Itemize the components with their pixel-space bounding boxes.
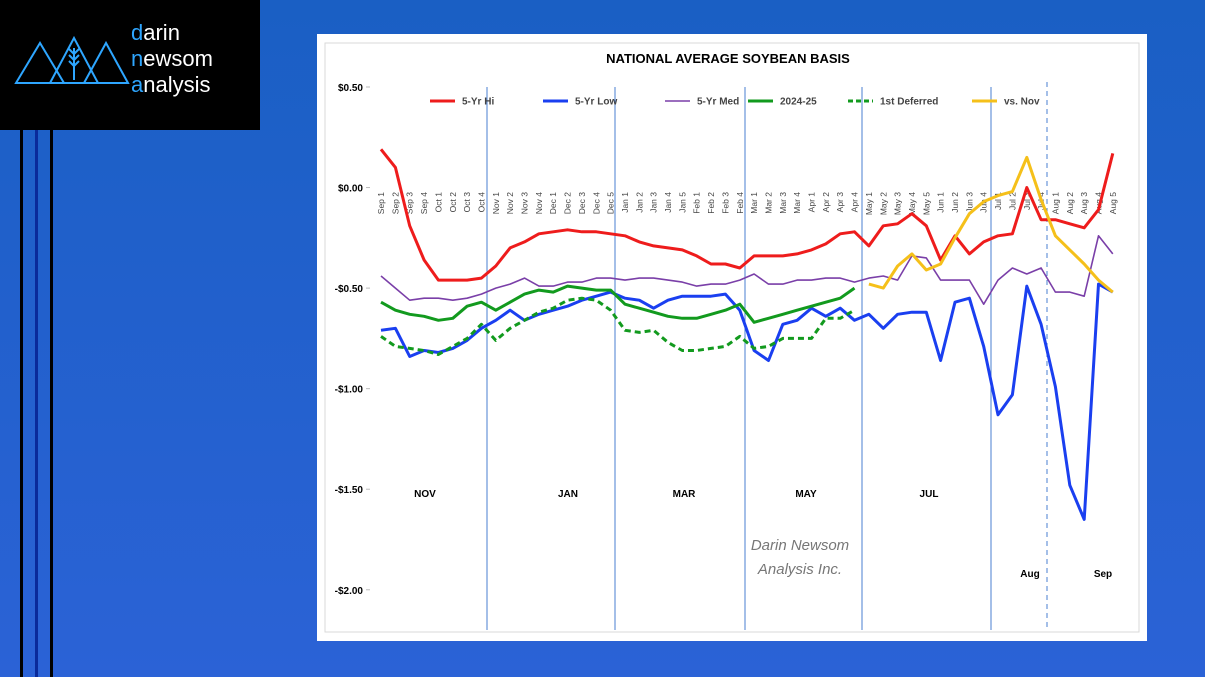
period-label: MAY — [795, 489, 817, 500]
deco-bar — [50, 130, 53, 677]
period-label: Sep — [1094, 569, 1112, 580]
series-line — [380, 282, 1114, 521]
x-tick-label: Jun 1 — [936, 192, 946, 213]
x-tick-label: May 3 — [893, 192, 903, 215]
legend-label: 5-Yr Med — [697, 97, 739, 108]
x-tick-label: Jun 2 — [950, 192, 960, 213]
logo: darin newsom analysis — [0, 0, 260, 130]
x-tick-label: Oct 1 — [433, 192, 443, 213]
watermark: Darin Newsom — [751, 537, 849, 554]
x-tick-label: Dec 4 — [591, 192, 601, 214]
y-tick-label: -$1.50 — [335, 485, 364, 496]
x-tick-label: Dec 5 — [606, 192, 616, 214]
x-tick-label: Oct 4 — [476, 192, 486, 213]
period-label: NOV — [414, 489, 436, 500]
x-tick-label: Jan 1 — [620, 192, 630, 213]
x-tick-label: Jan 4 — [663, 192, 673, 213]
x-tick-label: Nov 3 — [520, 192, 530, 214]
chart-border — [324, 42, 1140, 633]
series-line — [380, 284, 856, 324]
period-label: JUL — [920, 489, 939, 500]
chart-panel — [317, 34, 1147, 641]
x-tick-label: May 1 — [864, 192, 874, 215]
x-tick-label: May 5 — [921, 192, 931, 215]
chart-title: NATIONAL AVERAGE SOYBEAN BASIS — [606, 51, 850, 66]
x-tick-label: Apr 4 — [850, 192, 860, 213]
legend-label: 5-Yr Hi — [462, 97, 494, 108]
x-tick-label: Oct 3 — [462, 192, 472, 213]
x-tick-label: Feb 2 — [706, 192, 716, 214]
legend-label: 5-Yr Low — [575, 97, 617, 108]
x-tick-label: May 2 — [878, 192, 888, 215]
x-tick-label: Sep 1 — [376, 192, 386, 214]
x-tick-label: Jan 5 — [677, 192, 687, 213]
x-tick-label: Nov 4 — [534, 192, 544, 214]
x-tick-label: Jul 3 — [1022, 192, 1032, 210]
period-label: JAN — [558, 489, 578, 500]
x-tick-label: Aug 1 — [1050, 192, 1060, 214]
y-tick-label: $0.00 — [338, 184, 363, 195]
x-tick-label: Dec 2 — [563, 192, 573, 214]
x-tick-label: Mar 4 — [792, 192, 802, 214]
x-tick-label: Apr 3 — [835, 192, 845, 213]
legend-label: 2024-25 — [780, 97, 817, 108]
x-tick-label: Aug 4 — [1094, 192, 1104, 214]
legend-label: 1st Deferred — [880, 97, 938, 108]
x-tick-label: Sep 3 — [405, 192, 415, 214]
y-tick-label: $0.50 — [338, 83, 363, 94]
series-line — [868, 155, 1114, 294]
x-tick-label: Mar 1 — [749, 192, 759, 214]
x-tick-label: Jan 3 — [649, 192, 659, 213]
logo-icon — [14, 35, 130, 84]
y-tick-label: -$1.00 — [335, 385, 364, 396]
series-line — [379, 148, 1115, 282]
x-tick-label: Aug 2 — [1065, 192, 1075, 214]
x-tick-label: Sep 4 — [419, 192, 429, 214]
period-label: MAR — [673, 489, 697, 500]
x-tick-label: Feb 3 — [720, 192, 730, 214]
x-tick-label: Jan 2 — [634, 192, 644, 213]
logo-text: darin newsom analysis — [131, 20, 213, 98]
y-tick-label: -$2.00 — [335, 586, 364, 597]
legend-label: vs. Nov — [1004, 97, 1040, 108]
x-tick-label: Jun 3 — [964, 192, 974, 213]
logo-word: newsom — [131, 46, 213, 71]
y-tick-label: -$0.50 — [335, 284, 364, 295]
watermark: Analysis Inc. — [757, 561, 842, 578]
x-tick-label: Oct 2 — [448, 192, 458, 213]
deco-bar — [35, 130, 38, 677]
x-tick-label: Aug 5 — [1108, 192, 1118, 214]
x-tick-label: Aug 3 — [1079, 192, 1089, 214]
x-tick-label: Feb 4 — [735, 192, 745, 214]
x-tick-label: Sep 2 — [390, 192, 400, 214]
x-tick-label: May 4 — [907, 192, 917, 215]
x-tick-label: Mar 3 — [778, 192, 788, 214]
logo-word: analysis — [131, 72, 211, 97]
period-label: Aug — [1020, 569, 1039, 580]
x-tick-label: Nov 1 — [491, 192, 501, 214]
logo-word: darin — [131, 20, 180, 45]
x-tick-label: Jul 2 — [1007, 192, 1017, 210]
x-tick-label: Mar 2 — [763, 192, 773, 214]
x-tick-label: Apr 1 — [807, 192, 817, 213]
x-tick-label: Dec 1 — [548, 192, 558, 214]
series-line — [380, 235, 1114, 305]
x-tick-label: Jul 1 — [993, 192, 1003, 210]
x-tick-label: Feb 1 — [692, 192, 702, 214]
period-separators — [486, 82, 1048, 630]
deco-bar — [20, 130, 23, 677]
x-tick-label: Apr 2 — [821, 192, 831, 213]
x-tick-label: Nov 2 — [505, 192, 515, 214]
x-tick-label: Dec 3 — [577, 192, 587, 214]
